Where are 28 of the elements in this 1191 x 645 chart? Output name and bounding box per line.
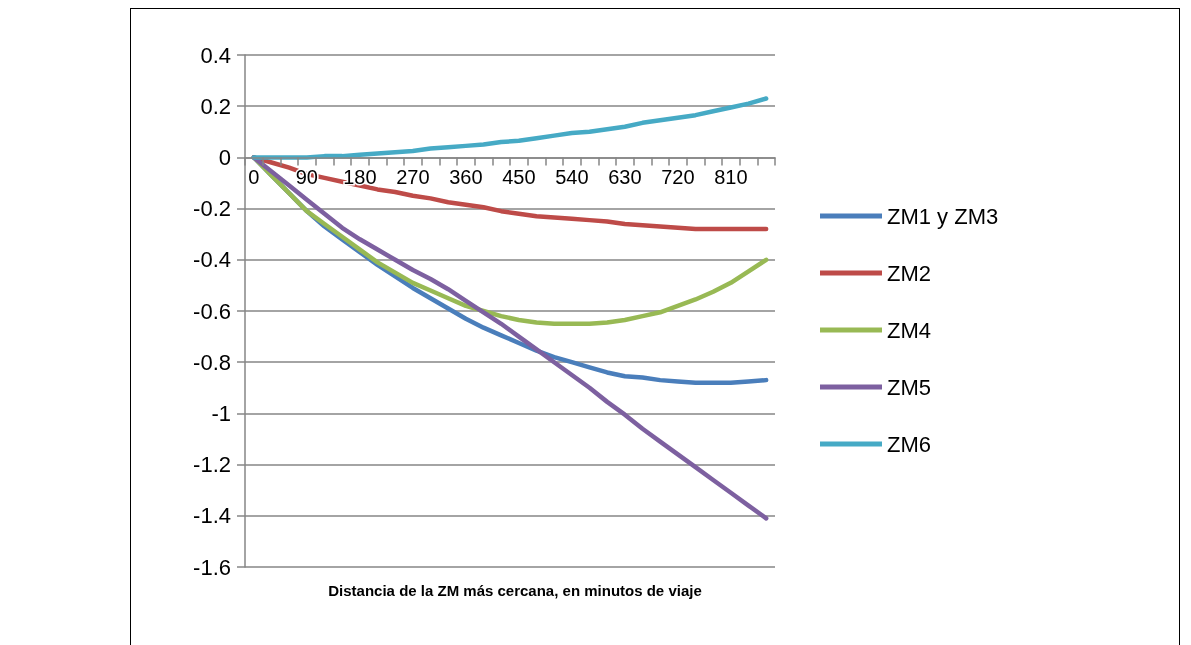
y-tick-label: -1.6 xyxy=(193,554,231,580)
x-tick-label: 810 xyxy=(714,166,748,189)
x-tick-label: 0 xyxy=(248,166,260,189)
legend-label: ZM4 xyxy=(887,317,931,343)
x-tick-label: 360 xyxy=(449,166,483,189)
legend-label: ZM1 y ZM3 xyxy=(887,203,999,229)
line-series xyxy=(251,155,769,232)
y-tick-label: -0.8 xyxy=(193,349,231,375)
legend-label: ZM6 xyxy=(887,431,931,457)
x-tick-label: 450 xyxy=(502,166,536,189)
y-tick-label: -1 xyxy=(211,400,231,426)
legend-label: ZM2 xyxy=(887,260,931,286)
y-tick-label: -0.6 xyxy=(193,298,231,324)
y-tick-label: 0 xyxy=(218,144,231,170)
y-tick-label: -1.4 xyxy=(193,503,231,529)
y-tick-label: -1.2 xyxy=(193,452,231,478)
x-tick-label: 180 xyxy=(343,166,377,189)
x-tick-label: 720 xyxy=(661,166,695,189)
line-series xyxy=(251,96,769,160)
y-tick-label: -0.2 xyxy=(193,196,231,222)
x-tick-label: 270 xyxy=(396,166,430,189)
y-tick-label: 0.4 xyxy=(200,42,231,68)
x-axis-title: Distancia de la ZM más cercana, en minutos de viaje xyxy=(328,582,702,599)
y-tick-label: -0.4 xyxy=(193,247,231,273)
y-tick-label: 0.2 xyxy=(200,93,231,119)
x-tick-label: 540 xyxy=(555,166,589,189)
x-tick-label: 630 xyxy=(608,166,642,189)
legend-label: ZM5 xyxy=(887,374,931,400)
